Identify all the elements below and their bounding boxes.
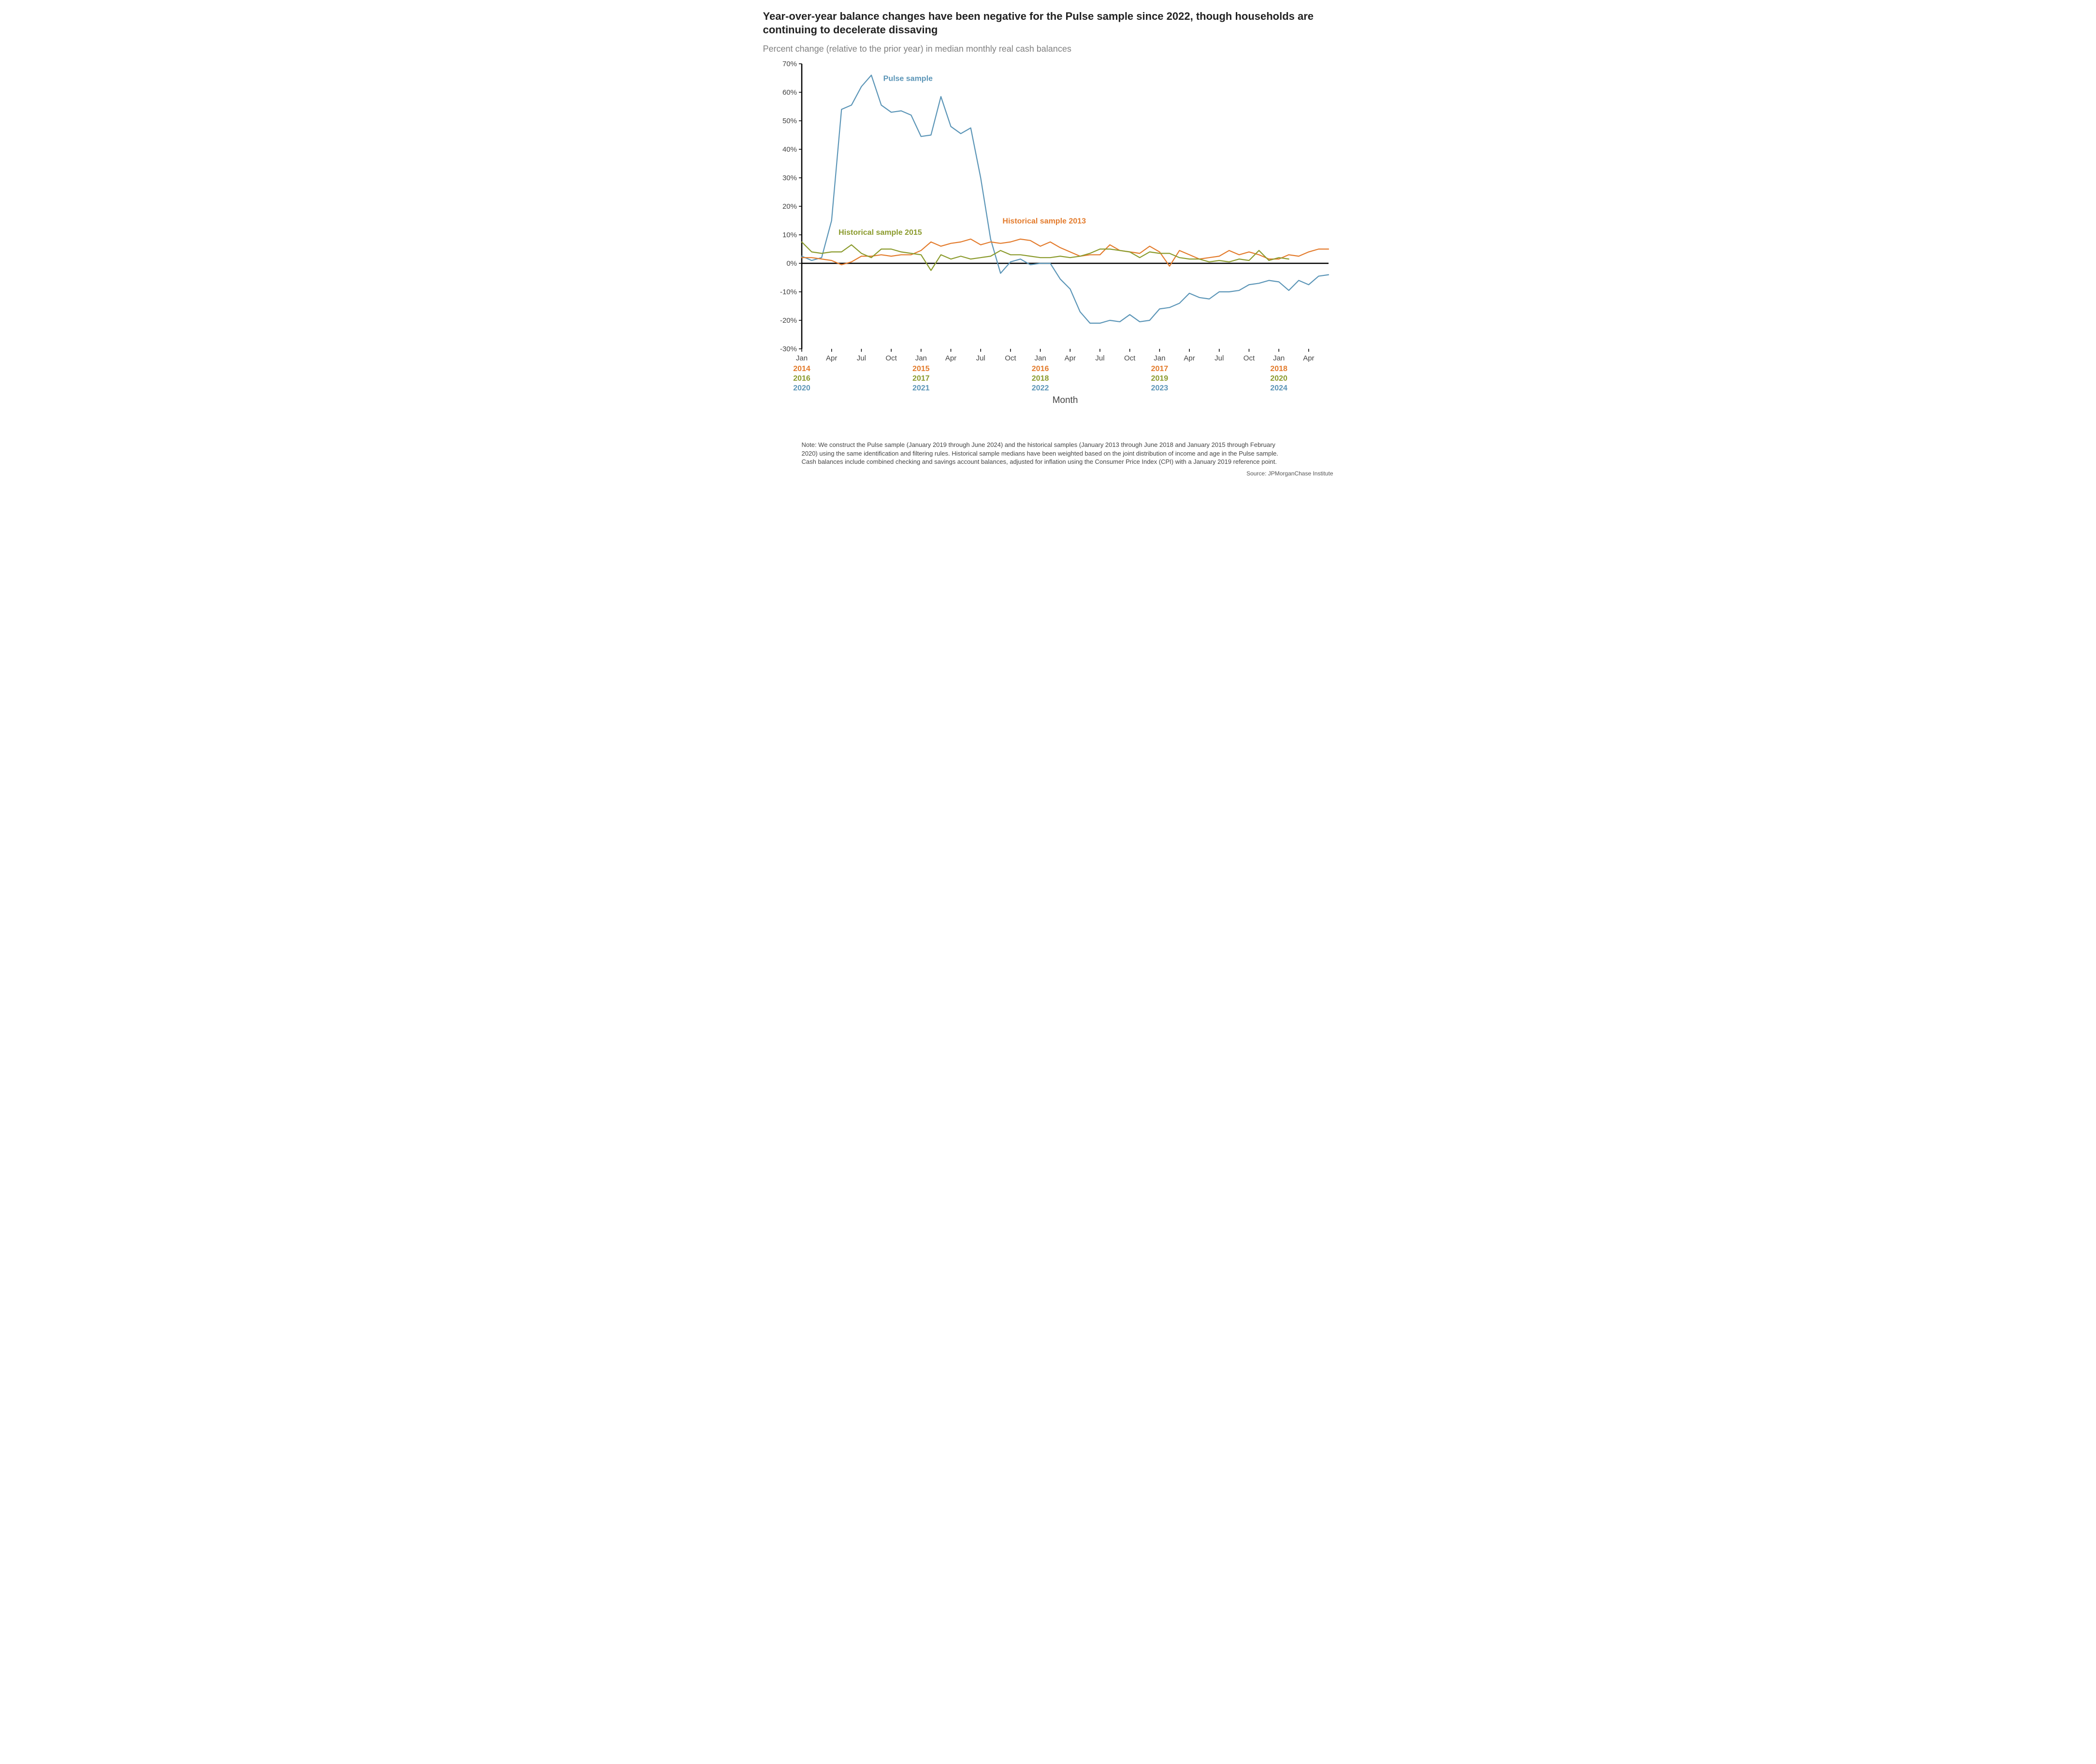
year-label: 2019 [1151,374,1168,383]
x-axis-title: Month [1052,395,1078,405]
year-label: 2018 [1031,374,1049,383]
chart-svg: -30% -20% -10% 0% 10% 20% 30% 40% 50% 60% 70% Jan Ap… [763,59,1333,436]
year-label: 2015 [912,365,929,373]
year-label: 2018 [1270,365,1287,373]
y-tick-label: 40% [782,145,796,154]
series-label-pulse: Pulse sample [883,74,932,83]
x-tick-label: Jan [1273,354,1285,362]
year-label: 2020 [1270,374,1287,383]
x-tick-label: Jan [1034,354,1046,362]
y-tick-label: 60% [782,88,796,97]
year-label: 2016 [793,374,810,383]
chart-note: Note: We construct the Pulse sample (Jan… [802,441,1285,466]
series-line-pulse [802,75,1329,323]
x-tick-label: Apr [945,354,956,362]
x-tick-label: Jul [1095,354,1104,362]
x-tick-label: Jul [856,354,866,362]
x-tick-label: Jan [915,354,926,362]
x-tick-label: Oct [1124,354,1136,362]
x-tick-label: Oct [1005,354,1016,362]
y-tick-label: 10% [782,231,796,239]
x-tick-label: Oct [885,354,897,362]
chart-source: Source: JPMorganChase Institute [763,470,1333,477]
y-tick-label: -20% [780,316,796,325]
year-label: 2021 [912,384,929,392]
year-label: 2017 [912,374,929,383]
series-line-hist2013 [802,239,1329,266]
year-label: 2023 [1151,384,1168,392]
x-tick-label: Jan [795,354,807,362]
chart-container: Year-over-year balance changes have been… [763,10,1333,477]
year-label: 2024 [1270,384,1287,392]
x-tick-label: Jul [1214,354,1224,362]
series-label-hist2015: Historical sample 2015 [838,229,922,237]
y-tick-label: 20% [782,202,796,211]
series-label-hist2013: Historical sample 2013 [1002,217,1086,225]
x-tick-label: Apr [1064,354,1075,362]
year-label: 2020 [793,384,810,392]
chart-subtitle: Percent change (relative to the prior ye… [763,44,1333,54]
x-tick-label: Apr [826,354,837,362]
y-tick-label: 30% [782,174,796,182]
x-tick-label: Jan [1154,354,1165,362]
year-label: 2016 [1031,365,1049,373]
plot-area: -30% -20% -10% 0% 10% 20% 30% 40% 50% 60% 70% Jan Ap… [763,59,1333,436]
x-tick-label: Oct [1243,354,1255,362]
year-label: 2017 [1151,365,1168,373]
x-tick-label: Apr [1303,354,1314,362]
x-tick-label: Jul [976,354,985,362]
chart-title: Year-over-year balance changes have been… [763,10,1333,36]
year-label: 2022 [1031,384,1049,392]
y-tick-label: -30% [780,345,796,353]
year-label: 2014 [793,365,810,373]
x-tick-label: Apr [1184,354,1195,362]
y-tick-label: 50% [782,117,796,125]
y-tick-label: -10% [780,288,796,296]
y-tick-label: 0% [786,259,797,268]
y-tick-label: 70% [782,60,796,68]
